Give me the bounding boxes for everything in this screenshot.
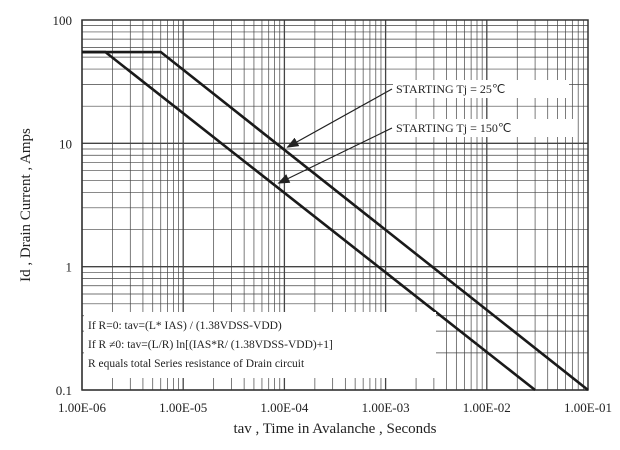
x-tick-label: 1.00E-01 [564,400,612,415]
x-tick-label: 1.00E-06 [58,400,107,415]
annotation-tj150: STARTING Tj = 150℃ [277,119,575,184]
y-tick-label: 0.1 [56,383,72,398]
formula-box: If R=0: tav=(L* IAS) / (1.38VDSS-VDD) If… [84,312,436,378]
series-line-tj25 [82,50,589,392]
x-axis-label: tav , Time in Avalanche , Seconds [233,421,436,437]
formula-background [84,312,436,378]
arrow-tj25 [286,88,393,148]
y-tick-label: 1 [66,260,73,275]
x-tick-label: 1.00E-04 [260,400,309,415]
plot-frame [81,19,589,391]
annotation-tj25: STARTING Tj = 25℃ [286,80,569,148]
annotation-tj25-text: STARTING Tj = 25℃ [396,82,505,96]
series-line-tj150 [82,50,536,392]
annotation-tj150-box [393,119,575,137]
formula-line-r-zero: If R=0: tav=(L* IAS) / (1.38VDSS-VDD) [88,320,282,332]
y-axis-label: Id , Drain Current , Amps [18,128,34,282]
y-tick-labels: 0.1 1 10 100 [53,13,73,398]
x-tick-label: 1.00E-02 [463,400,511,415]
series-layer [82,50,589,392]
x-tick-labels: 1.00E-06 1.00E-05 1.00E-04 1.00E-03 1.00… [58,400,612,415]
x-tick-label: 1.00E-05 [159,400,207,415]
annotation-tj150-text: STARTING Tj = 150℃ [396,121,511,135]
x-tick-label: 1.00E-03 [362,400,410,415]
y-tick-label: 100 [53,13,73,28]
formula-line-note: R equals total Series resistance of Drai… [88,358,305,370]
y-tick-label: 10 [59,136,72,151]
formula-line-r-nonzero: If R ≠0: tav=(L/R) ln[(IAS*R/ (1.38VDSS-… [88,339,333,351]
arrow-tj150 [277,127,393,184]
annotation-tj25-box [393,80,569,98]
